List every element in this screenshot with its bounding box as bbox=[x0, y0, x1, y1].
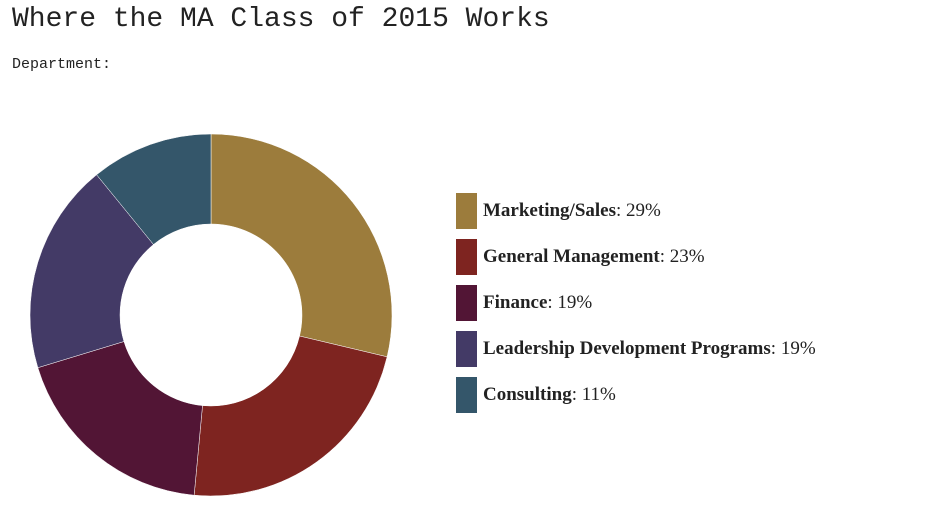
slice bbox=[37, 341, 203, 496]
legend-name: Marketing/Sales bbox=[483, 200, 616, 221]
legend-name: Finance bbox=[483, 292, 547, 313]
legend-swatch bbox=[456, 331, 477, 367]
legend-value: : 11% bbox=[572, 384, 616, 405]
legend-label: Leadership Development Programs: 19% bbox=[483, 338, 816, 359]
slice bbox=[193, 335, 388, 497]
legend-name: General Management bbox=[483, 246, 660, 267]
legend-value: : 29% bbox=[616, 200, 661, 221]
legend-label: General Management: 23% bbox=[483, 246, 705, 267]
chart-subtitle: Department: bbox=[12, 56, 112, 73]
legend-value: : 19% bbox=[547, 292, 592, 313]
legend-swatch bbox=[456, 193, 477, 229]
legend-swatch bbox=[456, 377, 477, 413]
slice bbox=[29, 174, 154, 369]
legend-swatch bbox=[456, 285, 477, 321]
chart-title: Where the MA Class of 2015 Works bbox=[12, 4, 550, 35]
legend-name: Leadership Development Programs bbox=[483, 338, 771, 359]
legend-value: : 23% bbox=[660, 246, 705, 267]
legend-name: Consulting bbox=[483, 384, 572, 405]
slice bbox=[96, 133, 212, 245]
legend-label: Finance: 19% bbox=[483, 292, 592, 313]
legend-label: Consulting: 11% bbox=[483, 384, 616, 405]
slice bbox=[210, 133, 393, 358]
legend-value: : 19% bbox=[771, 338, 816, 359]
legend-swatch bbox=[456, 239, 477, 275]
legend-label: Marketing/Sales: 29% bbox=[483, 200, 661, 221]
